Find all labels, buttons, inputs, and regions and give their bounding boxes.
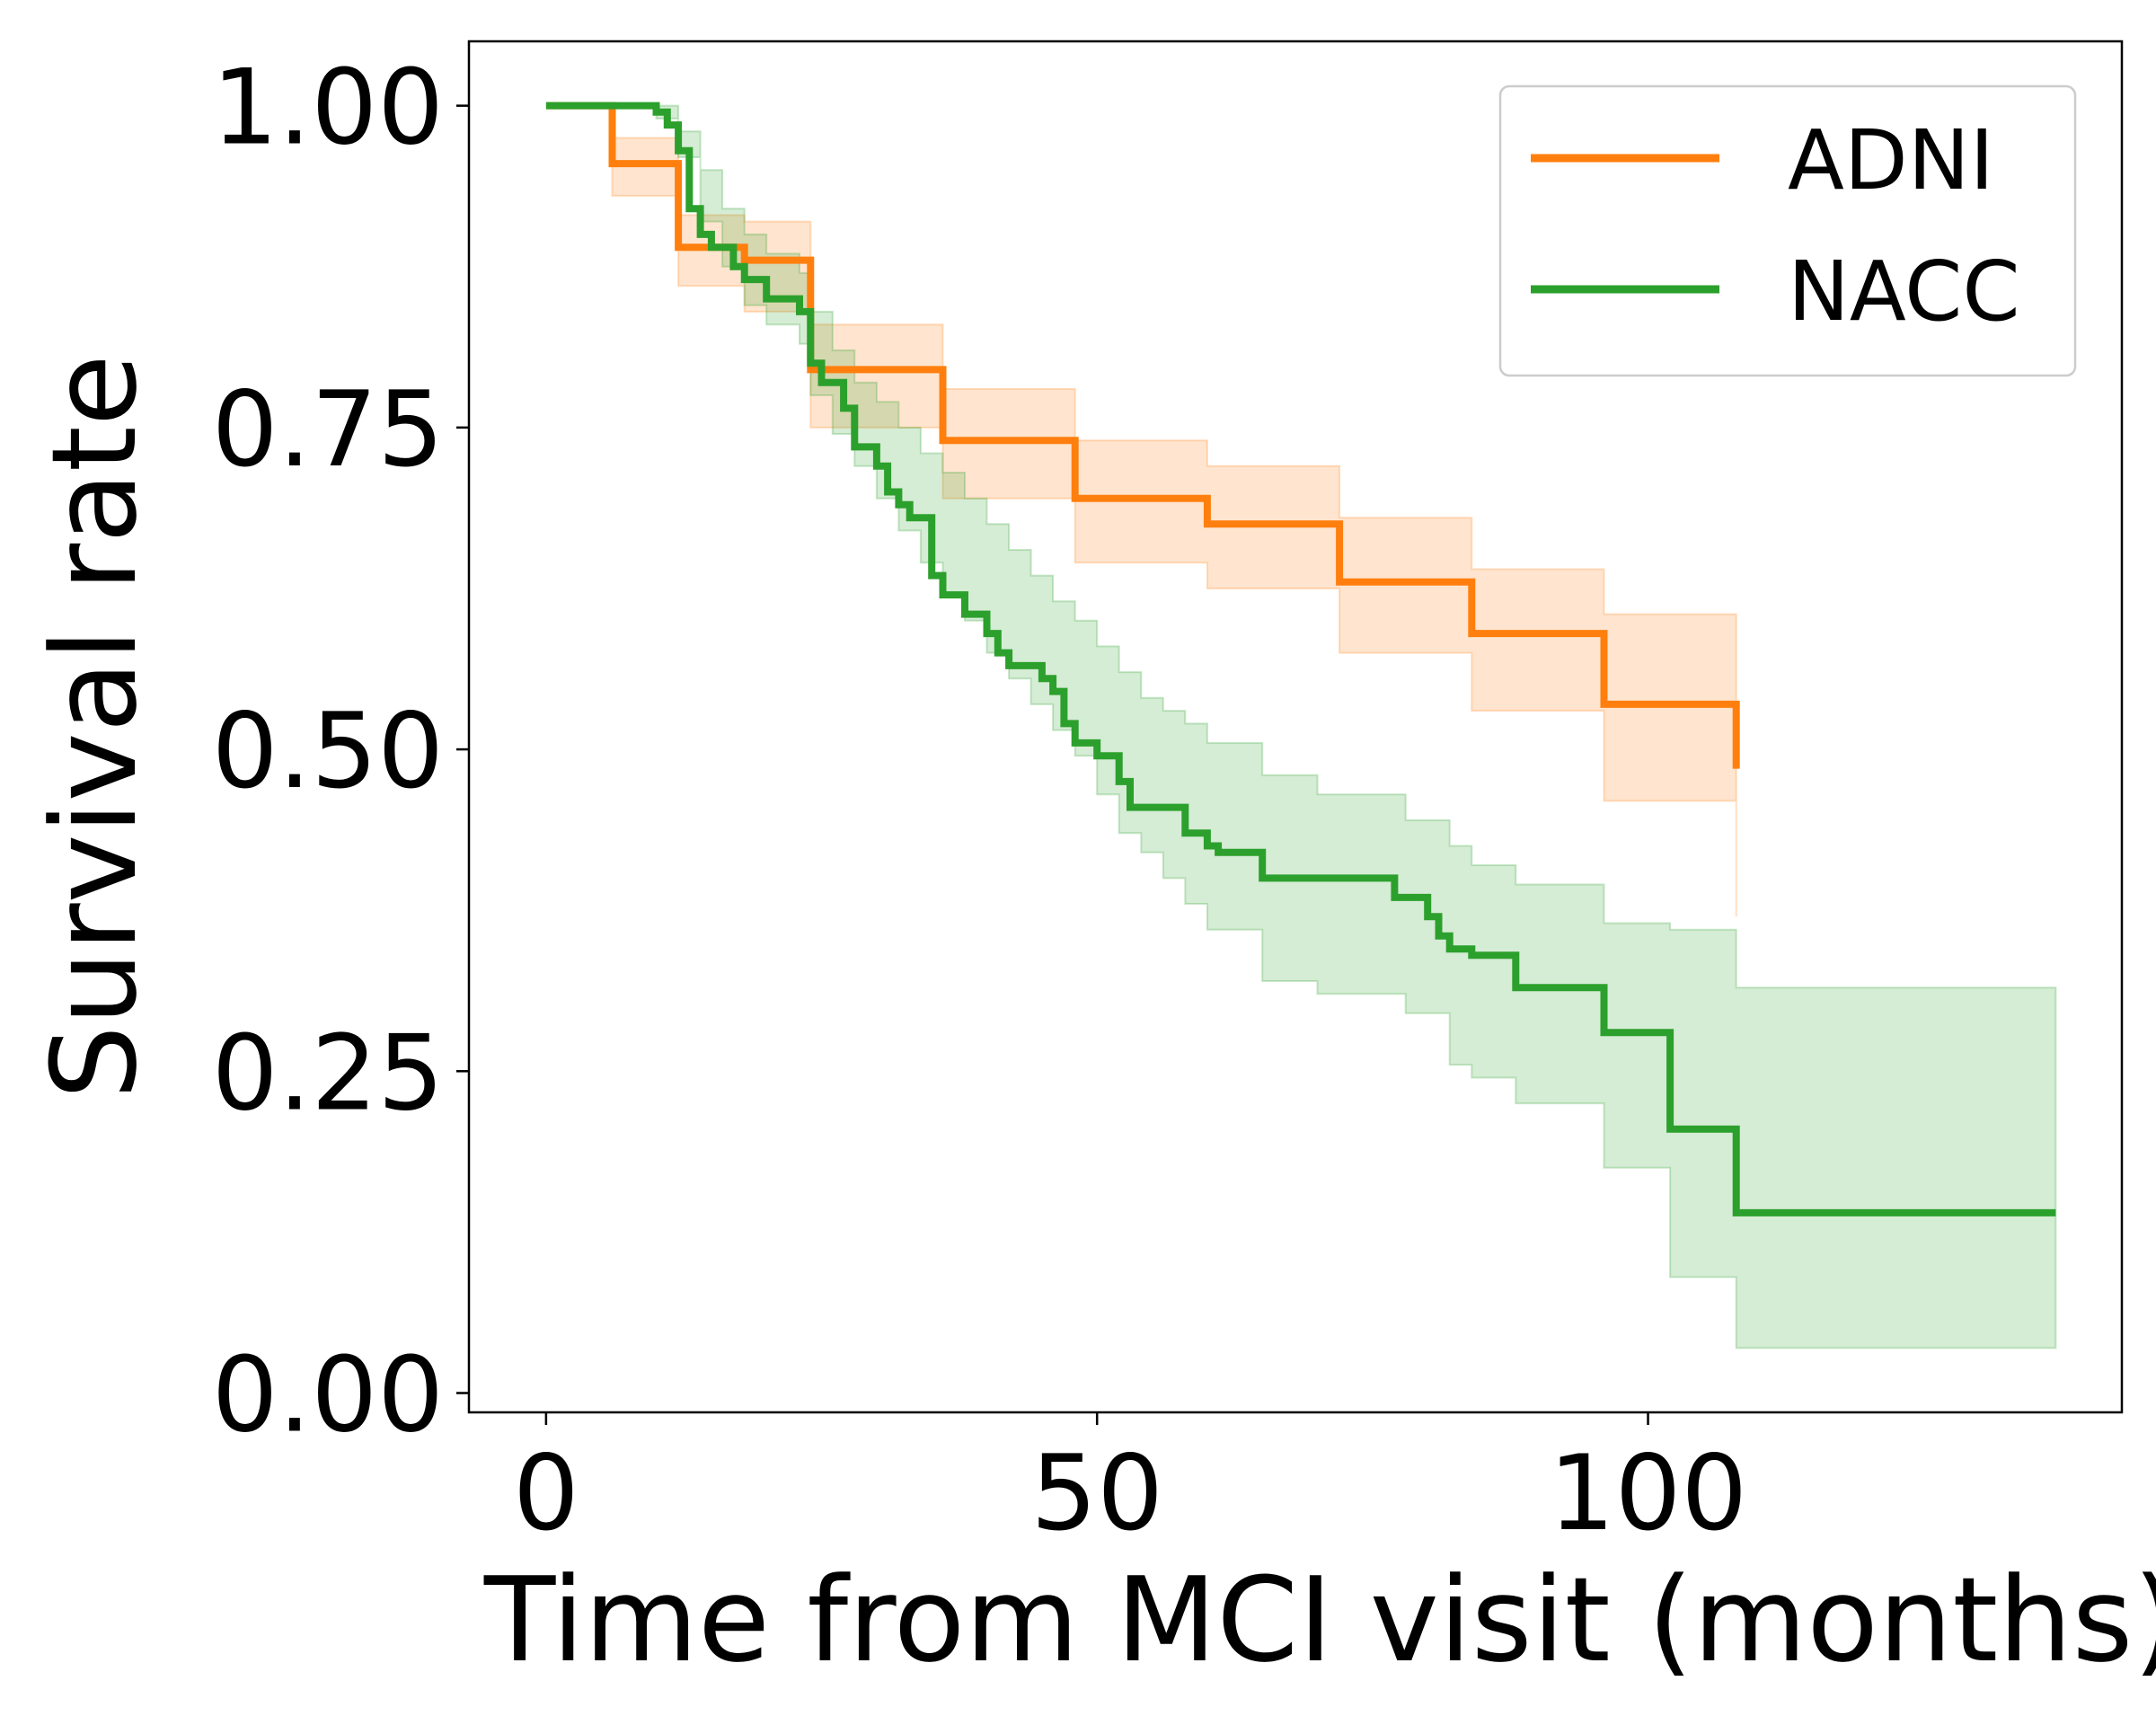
survival-line-nacc (545, 102, 2056, 1216)
x-axis-title: Time from MCI visit (months) (483, 1552, 2156, 1688)
x-tick-label: 50 (1030, 1433, 1163, 1554)
x-axis-ticks: 0 50 100 (513, 1412, 1747, 1554)
legend: ADNI NACC (1498, 84, 2077, 377)
ci-band-nacc (545, 104, 2057, 1349)
legend-label-adni: ADNI (1788, 112, 1994, 208)
y-axis-ticks: 0.00 0.25 0.50 0.75 1.00 (212, 48, 469, 1456)
x-tick-label: 100 (1549, 1433, 1747, 1554)
x-tick-label: 0 (513, 1433, 579, 1554)
y-tick-label: 1.00 (212, 48, 444, 169)
y-tick-label: 0.50 (212, 691, 444, 812)
y-tick-label: 0.25 (212, 1013, 444, 1134)
y-tick-label: 0.00 (212, 1335, 444, 1456)
plot-frame (467, 40, 2124, 1414)
legend-label-nacc: NACC (1788, 243, 2020, 340)
y-axis-title: Survival rate (26, 354, 163, 1100)
survival-line-adni (545, 102, 1740, 769)
y-tick-label: 0.75 (212, 369, 444, 491)
survival-curves (545, 102, 2056, 1216)
